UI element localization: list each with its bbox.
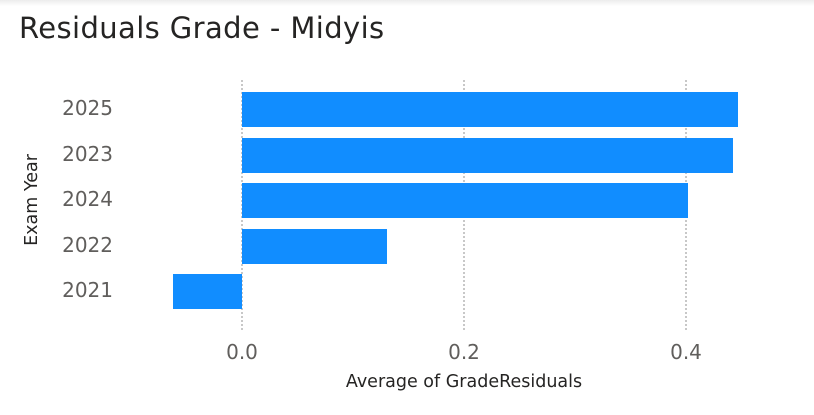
y-tick-label: 2025 xyxy=(62,96,113,120)
bar-2021[interactable] xyxy=(173,274,242,309)
bar-2022[interactable] xyxy=(242,228,388,264)
visual-frame-shadow xyxy=(0,0,814,6)
y-tick-label: 2021 xyxy=(62,278,113,302)
bar-2025[interactable] xyxy=(242,92,739,127)
x-tick-label: 0.4 xyxy=(670,340,702,364)
chart-title: Residuals Grade - Midyis xyxy=(19,11,385,45)
x-tick-label: 0.0 xyxy=(226,340,258,364)
y-tick-label: 2024 xyxy=(62,187,113,211)
y-tick-label: 2023 xyxy=(62,141,113,166)
x-tick-label: 0.2 xyxy=(448,340,480,364)
y-tick-label: 2022 xyxy=(62,232,113,257)
x-axis-title: Average of GradeResiduals xyxy=(345,372,583,392)
bar-2024[interactable] xyxy=(242,183,689,218)
bar-2023[interactable] xyxy=(242,137,733,173)
y-axis-title: Exam Year xyxy=(22,154,42,246)
